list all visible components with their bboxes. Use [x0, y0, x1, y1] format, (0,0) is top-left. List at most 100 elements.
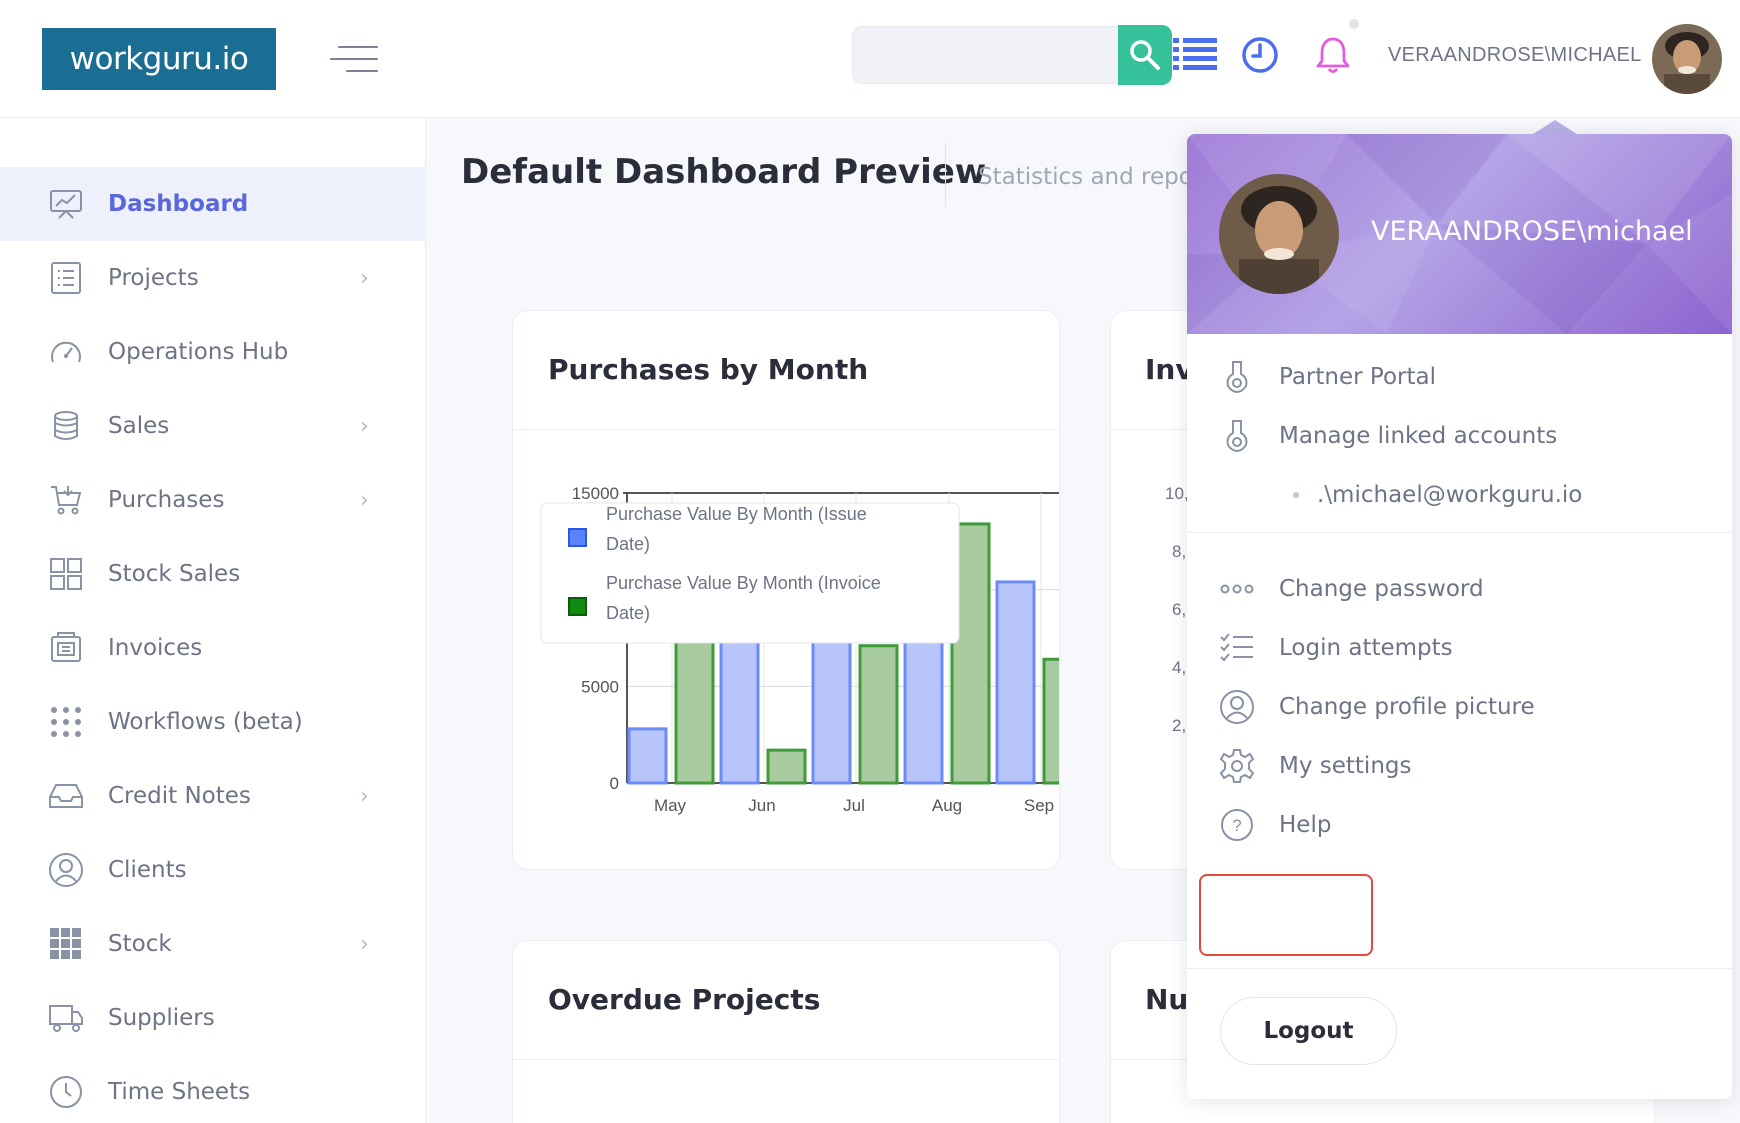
chevron-right-icon: › [360, 487, 369, 513]
sidebar-item-stock-sales[interactable]: Stock Sales [0, 537, 426, 611]
logo[interactable]: workguru.io [42, 28, 276, 90]
avatar[interactable] [1652, 24, 1722, 94]
svg-text:?: ? [1232, 816, 1241, 835]
password-dots-icon [1219, 571, 1255, 607]
card-title: Nu [1145, 983, 1189, 1016]
bullet [1293, 492, 1299, 498]
sidebar-item-label: Time Sheets [108, 1079, 251, 1105]
sidebar-item-label: Sales [108, 413, 170, 439]
cart-icon [48, 482, 84, 518]
x-tick-label: Sep [1024, 796, 1054, 815]
gear-icon [1219, 748, 1255, 784]
dashboard-icon [48, 186, 84, 222]
dropdown-header: VERAANDROSE\michael [1187, 134, 1732, 334]
invoice-icon [48, 630, 84, 666]
sidebar-item-stock[interactable]: Stock › [0, 907, 426, 981]
menu-item-help[interactable]: ? Help [1187, 795, 1732, 855]
sidebar-item-label: Purchases [108, 487, 225, 513]
menu-item-my-settings[interactable]: My settings [1187, 736, 1732, 796]
legend-swatch [568, 528, 587, 547]
menu-item-change-password[interactable]: Change password [1187, 559, 1732, 619]
menu-item-label: Change profile picture [1279, 694, 1535, 720]
list-view-icon[interactable] [1171, 30, 1221, 80]
stock-grid-icon [48, 926, 84, 962]
sidebar: Dashboard Projects › Operations Hub Sale… [0, 118, 426, 1123]
truck-icon [48, 1000, 84, 1036]
x-tick-label: Aug [932, 796, 962, 815]
sidebar-item-label: Stock Sales [108, 561, 241, 587]
y-tick-label: 6, [1172, 600, 1187, 619]
logout-button[interactable]: Logout [1220, 997, 1397, 1065]
menu-item-partner-portal[interactable]: Partner Portal [1187, 347, 1732, 407]
legend-box [540, 502, 960, 644]
bell-icon[interactable] [1308, 30, 1358, 80]
x-tick-label: May [654, 796, 687, 815]
clock-icon[interactable] [1235, 30, 1285, 80]
card-title: Purchases by Month [548, 353, 869, 386]
title-divider [945, 143, 946, 207]
purchases-by-month-card: Purchases by Month 15000 5000 0 May Jun Jul Au… [512, 310, 1060, 870]
sidebar-item-invoices[interactable]: Invoices [0, 611, 426, 685]
page-subtitle: Statistics and reports [978, 164, 1188, 190]
sidebar-item-credit-notes[interactable]: Credit Notes › [0, 759, 426, 833]
legend-label: Purchase Value By Month (Invoice Date) [606, 573, 881, 623]
overdue-projects-card: Overdue Projects [512, 940, 1060, 1123]
card-title: Overdue Projects [548, 983, 821, 1016]
y-tick-label: 15000 [572, 484, 619, 503]
y-tick-label: 8, [1172, 542, 1187, 561]
bar [1042, 657, 1059, 785]
sidebar-item-label: Clients [108, 857, 187, 883]
menu-item-login-attempts[interactable]: Login attempts [1187, 618, 1732, 678]
gauge-icon [48, 334, 84, 370]
chevron-right-icon: › [360, 413, 369, 439]
sidebar-item-clients[interactable]: Clients [0, 833, 426, 907]
user-dropdown-menu: VERAANDROSE\michael Partner Portal Manag… [1187, 134, 1732, 1099]
menu-item-change-profile-picture[interactable]: Change profile picture [1187, 677, 1732, 737]
sidebar-item-label: Stock [108, 931, 172, 957]
projects-list-icon [48, 260, 84, 296]
sidebar-item-sales[interactable]: Sales › [0, 389, 426, 463]
search-input[interactable] [852, 26, 1120, 84]
partner-portal-icon [1219, 359, 1255, 395]
search-button[interactable] [1118, 25, 1172, 85]
y-tick-label: 0 [610, 774, 619, 793]
sidebar-item-label: Workflows (beta) [108, 709, 303, 735]
menu-item-label: Change password [1279, 576, 1484, 602]
sidebar-item-suppliers[interactable]: Suppliers [0, 981, 426, 1055]
sidebar-item-label: Credit Notes [108, 783, 251, 809]
checklist-icon [1219, 630, 1255, 666]
menu-item-label: Manage linked accounts [1279, 423, 1558, 449]
menu-item-label: Partner Portal [1279, 364, 1436, 390]
chevron-right-icon: › [360, 783, 369, 809]
menu-divider [1187, 532, 1732, 533]
grid-icon [48, 556, 84, 592]
linked-account-email: .\michael@workguru.io [1317, 482, 1583, 508]
card-divider [513, 1059, 1059, 1060]
bar [858, 644, 899, 785]
sidebar-item-projects[interactable]: Projects › [0, 241, 426, 315]
menu-item-manage-linked-accounts[interactable]: Manage linked accounts [1187, 406, 1732, 466]
sidebar-item-operations-hub[interactable]: Operations Hub [0, 315, 426, 389]
card-divider [1111, 429, 1239, 430]
top-header: workguru.io [0, 0, 1740, 118]
sidebar-item-time-sheets[interactable]: Time Sheets [0, 1055, 426, 1123]
bar [766, 748, 807, 785]
menu-toggle-icon[interactable] [330, 44, 378, 74]
bar [627, 727, 668, 785]
menu-item-label: Login attempts [1279, 635, 1453, 661]
card-title: Inv [1145, 353, 1194, 386]
help-highlight-box [1199, 874, 1373, 956]
y-tick-label: 2, [1172, 716, 1187, 735]
inbox-tray-icon [48, 778, 84, 814]
notification-dot [1349, 19, 1359, 29]
sidebar-item-purchases[interactable]: Purchases › [0, 463, 426, 537]
profile-avatar[interactable] [1219, 174, 1339, 294]
chevron-right-icon: › [360, 931, 369, 957]
sidebar-item-workflows[interactable]: Workflows (beta) [0, 685, 426, 759]
bar [995, 580, 1036, 785]
header-user-name[interactable]: VERAANDROSE\MICHAEL [1388, 44, 1642, 66]
dots-grid-icon [48, 704, 84, 740]
sidebar-item-label: Projects [108, 265, 199, 291]
sidebar-item-dashboard[interactable]: Dashboard [0, 167, 426, 241]
linked-account-entry[interactable]: .\michael@workguru.io [1187, 465, 1732, 525]
